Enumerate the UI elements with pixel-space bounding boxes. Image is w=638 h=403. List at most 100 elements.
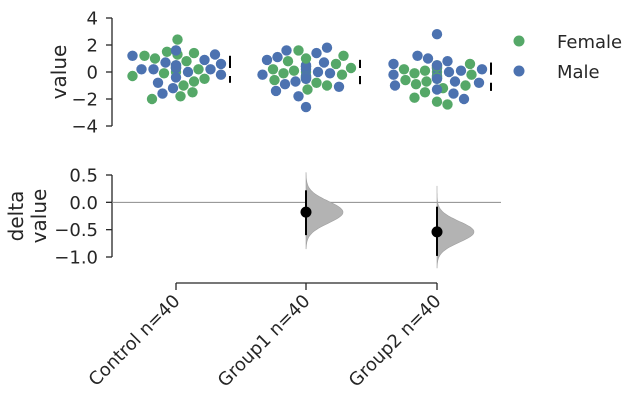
swarm-point-male (311, 47, 322, 59)
swarm-point-male (170, 72, 182, 83)
swarm-point-male (318, 57, 330, 68)
legend-marker-female (513, 35, 525, 47)
swarm-point-female (146, 93, 158, 105)
swarm-point-male (127, 50, 138, 61)
swarm-point-male (321, 42, 333, 53)
x-tick-label: Group2 n=40 (345, 291, 446, 392)
swarm-point-female (466, 69, 477, 80)
bootstrap-distribution (305, 172, 344, 250)
swarm-point-male (300, 101, 312, 113)
swarm-point-male (167, 83, 179, 94)
swarm-point-female (321, 80, 333, 91)
legend-label-male: Male (557, 62, 600, 83)
swarm-point-female (139, 50, 150, 61)
bottom-y-axis-label-line1: delta (4, 191, 28, 242)
legend-marker-male (513, 65, 525, 77)
swarm-point-female (282, 56, 294, 67)
swarm-point-female (161, 46, 173, 57)
swarm-point-female (409, 92, 420, 103)
swarm-point-female (288, 65, 300, 76)
swarm-point-male (458, 93, 470, 105)
swarm-point-female (300, 53, 312, 64)
legend-label-female: Female (557, 32, 622, 53)
swarm-points (127, 29, 488, 113)
bootstrap-distribution (436, 185, 475, 269)
swarm-point-male (215, 69, 227, 80)
swarm-point-female (187, 87, 198, 98)
swarm-point-female (269, 74, 280, 86)
swarm-point-male (449, 76, 461, 87)
bottom-y-tick-label: 0.5 (69, 166, 98, 187)
swarm-point-male (442, 56, 453, 67)
swarm-point-male (389, 80, 401, 91)
swarm-point-female (338, 50, 349, 61)
swarm-point-male (136, 64, 147, 75)
top-y-tick-label: 2 (87, 36, 98, 57)
swarm-point-female (278, 68, 289, 79)
swarm-point-female (311, 77, 322, 89)
effect-size-estimates (300, 172, 475, 269)
swarm-point-male (300, 73, 312, 85)
swarm-point-female (188, 47, 200, 59)
top-y-tick-label: 0 (87, 63, 98, 84)
legend: Female Male (513, 32, 622, 83)
swarm-point-female (149, 53, 161, 64)
swarm-point-female (188, 76, 200, 87)
swarm-point-female (464, 58, 476, 70)
swarm-point-male (388, 69, 399, 80)
swarm-point-female (193, 64, 204, 75)
swarm-point-male (160, 57, 171, 68)
swarm-point-male (261, 54, 273, 66)
swarm-point-male (170, 60, 182, 71)
swarm-point-female (302, 84, 313, 95)
swarm-point-male (431, 60, 443, 71)
swarm-point-male (170, 45, 182, 56)
top-y-tick-label: 4 (87, 9, 98, 30)
top-y-axis-label: value (47, 45, 71, 100)
swarm-point-female (181, 56, 192, 67)
bottom-y-tick-label: −0.5 (54, 220, 98, 241)
swarm-point-female (410, 79, 422, 90)
swarm-point-female (267, 64, 279, 75)
swarm-point-female (127, 70, 138, 82)
swarm-point-female (330, 58, 342, 70)
swarm-point-female (419, 65, 431, 76)
x-tick-label: Group1 n=40 (214, 291, 315, 392)
swarm-point-male (333, 81, 345, 93)
swarm-point-male (272, 51, 283, 63)
bottom-y-ticks: 0.5 0.0 −0.5 −1.0 (54, 166, 112, 269)
swarm-point-male (152, 77, 164, 89)
swarm-point-male (293, 91, 304, 102)
estimation-plot-panel: 0.5 0.0 −0.5 −1.0 delta value Control n=40 G… (4, 166, 501, 392)
top-y-tick-label: −4 (71, 117, 98, 138)
swarm-point-female (175, 91, 186, 102)
swarm-point-female (178, 80, 189, 91)
top-y-tick-label: −2 (71, 90, 98, 111)
swarm-point-male (281, 45, 292, 56)
swarm-point-male (215, 58, 227, 70)
swarm-point-female (400, 74, 411, 86)
swarm-point-male (257, 69, 268, 80)
mean-difference-point (431, 226, 443, 238)
swarm-point-female (431, 96, 443, 107)
swarm-point-male (388, 58, 399, 70)
swarm-point-female (398, 64, 410, 75)
swarm-point-female (293, 45, 304, 56)
swarm-point-male (422, 53, 434, 64)
swarm-plot-panel: 4 2 0 −2 −4 value Female Male (47, 9, 622, 138)
swarm-point-male (476, 64, 488, 75)
swarm-point-male (412, 50, 423, 61)
swarm-point-male (148, 64, 159, 75)
bottom-y-axis-label-line2: value (27, 189, 51, 244)
swarm-point-male (199, 54, 210, 66)
swarm-point-male (448, 88, 459, 99)
swarm-point-male (312, 66, 324, 78)
swarm-point-male (182, 66, 194, 78)
bottom-y-tick-label: −1.0 (54, 248, 98, 269)
swarm-point-female (199, 73, 210, 85)
swarm-point-male (443, 66, 455, 78)
swarm-point-male (431, 73, 443, 85)
swarm-point-male (455, 65, 467, 76)
swarm-point-male (431, 29, 443, 40)
